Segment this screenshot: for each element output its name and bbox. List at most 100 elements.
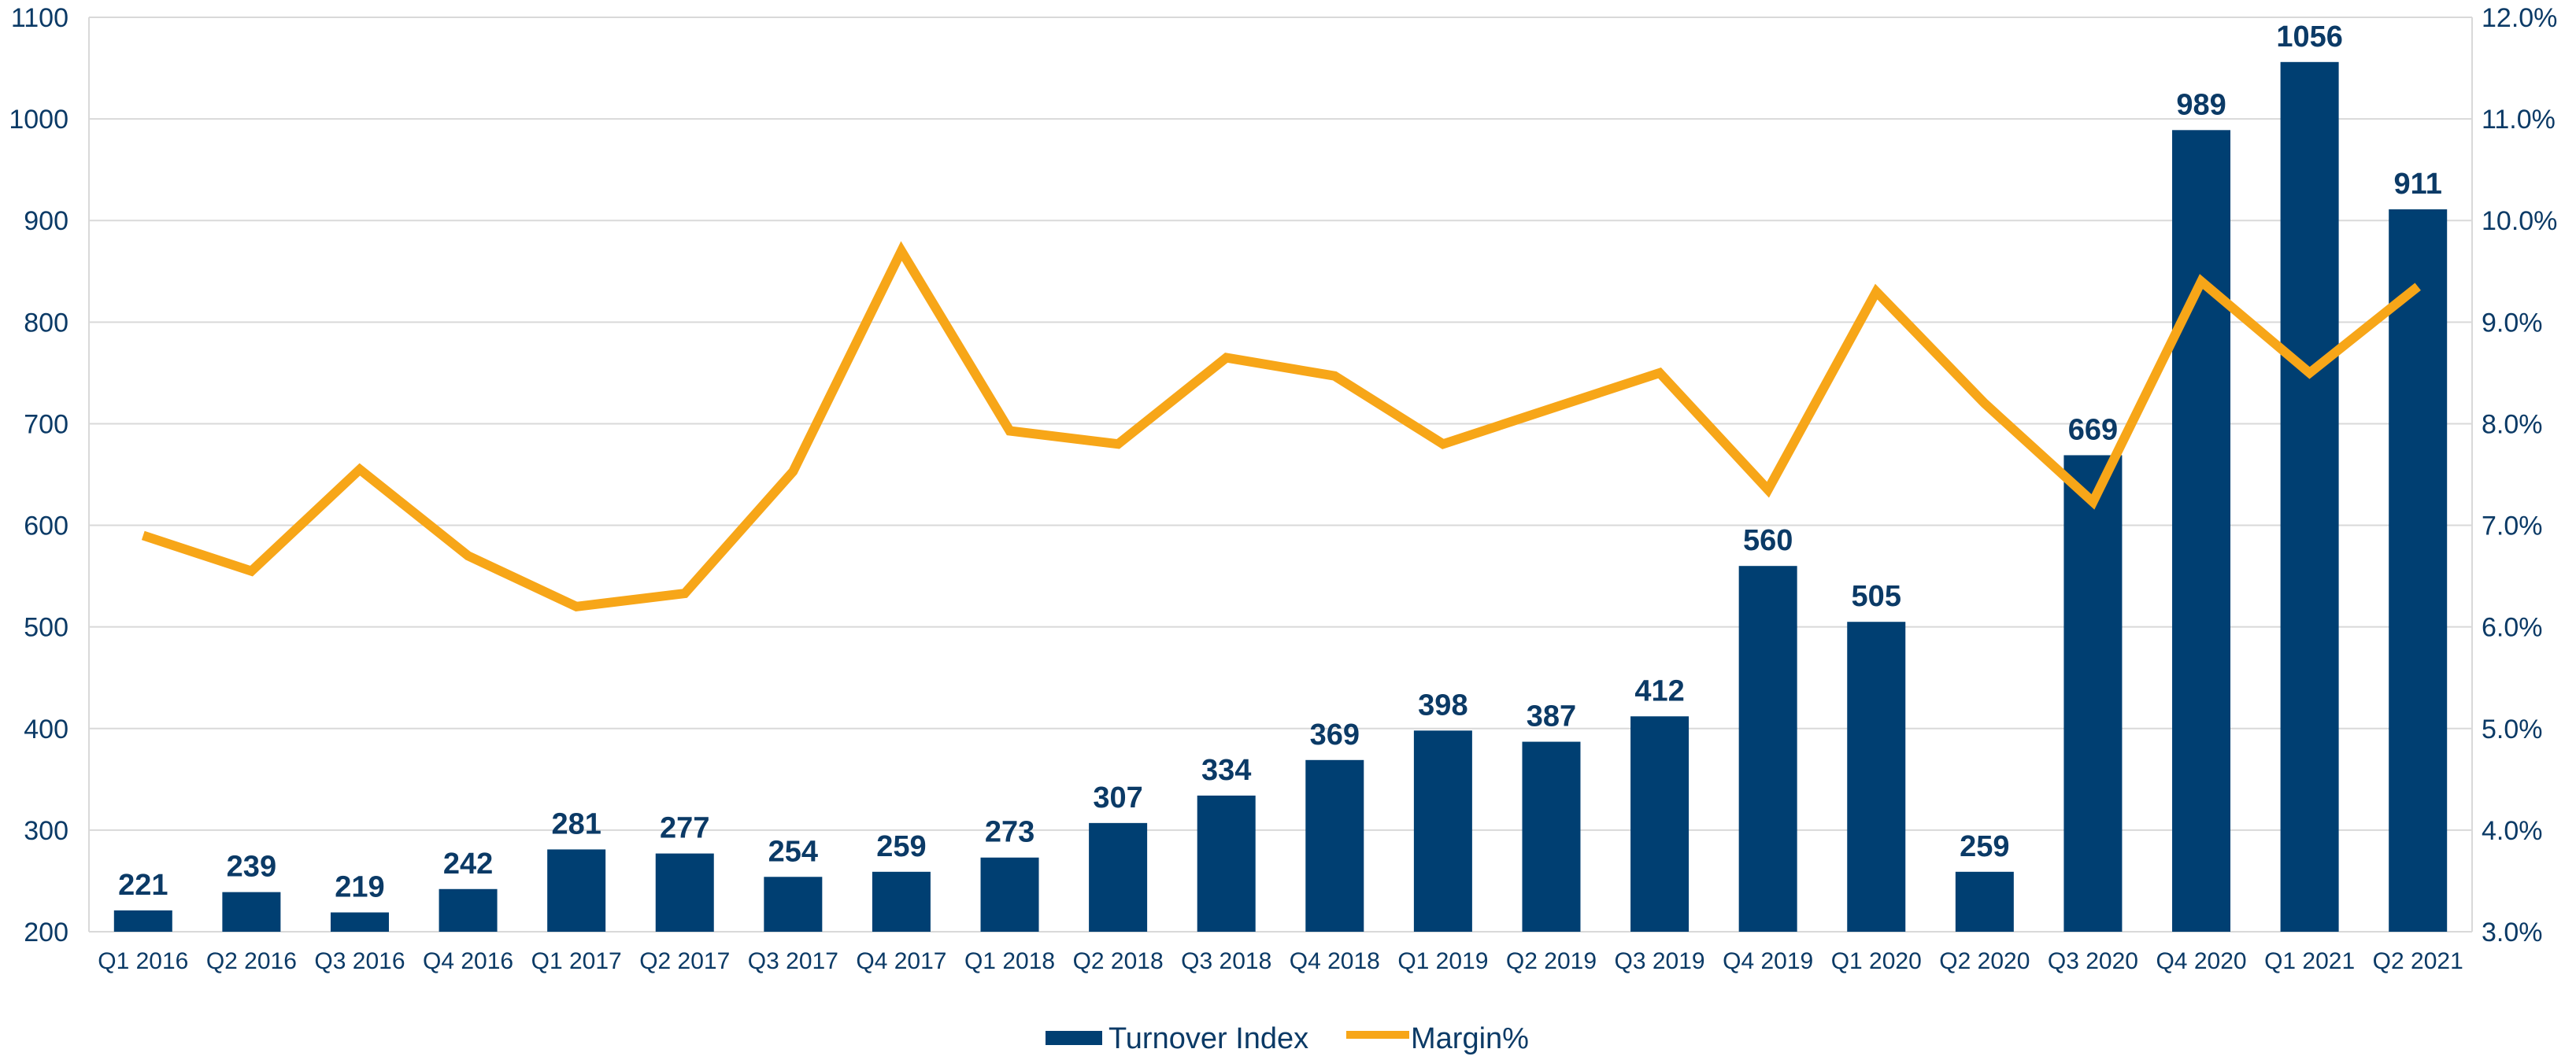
bar <box>1955 871 2014 932</box>
x-tick-label: Q2 2019 <box>1506 948 1597 974</box>
left-tick-label: 1100 <box>11 3 68 33</box>
bar-data-label: 505 <box>1852 580 1901 613</box>
bar-data-label: 398 <box>1418 689 1468 722</box>
bar-data-label: 334 <box>1201 754 1251 787</box>
x-tick-label: Q1 2017 <box>531 948 622 974</box>
left-tick-label: 500 <box>24 613 68 643</box>
x-tick-label: Q1 2019 <box>1397 948 1488 974</box>
bar-data-label: 989 <box>2176 88 2226 121</box>
left-axis: 200 300 400 500 600 700 800 900 1000 1100 <box>9 3 68 947</box>
bar-data-label: 369 <box>1310 718 1360 752</box>
left-tick-label: 1000 <box>9 105 68 135</box>
bar-data-label: 387 <box>1527 700 1576 733</box>
bar <box>439 888 498 932</box>
x-tick-label: Q3 2017 <box>748 948 838 974</box>
bar-data-label: 669 <box>2068 413 2118 446</box>
x-axis: Q1 2016 Q2 2016 Q3 2016 Q4 2016 Q1 2017 Q2 20… <box>98 948 2463 974</box>
left-tick-label: 900 <box>24 206 68 236</box>
bar <box>764 877 823 932</box>
bar-data-label: 273 <box>985 816 1034 849</box>
bar-data-label: 259 <box>876 830 926 863</box>
right-tick-label: 7.0% <box>2482 512 2543 541</box>
bar <box>547 849 606 932</box>
x-tick-label: Q4 2019 <box>1723 948 1813 974</box>
x-tick-label: Q2 2020 <box>1939 948 2030 974</box>
bar-data-label: 277 <box>660 812 709 845</box>
bar-data-label: 254 <box>768 835 818 868</box>
bar-data-label: 239 <box>227 851 276 884</box>
x-tick-label: Q4 2018 <box>1290 948 1380 974</box>
bar-data-label: 242 <box>443 848 493 881</box>
x-tick-label: Q4 2020 <box>2156 948 2246 974</box>
bar-data-label: 412 <box>1634 674 1684 707</box>
bar <box>1738 566 1797 932</box>
right-tick-label: 11.0% <box>2482 105 2556 135</box>
bar <box>1413 730 1472 932</box>
bar <box>2063 455 2123 932</box>
right-tick-label: 8.0% <box>2482 409 2543 439</box>
left-tick-label: 600 <box>24 512 68 541</box>
x-tick-label: Q3 2018 <box>1181 948 1271 974</box>
left-tick-label: 700 <box>24 409 68 439</box>
bar <box>655 853 714 932</box>
bar <box>1305 759 1364 932</box>
x-tick-label: Q1 2018 <box>964 948 1055 974</box>
x-tick-label: Q1 2020 <box>1831 948 1922 974</box>
x-tick-label: Q3 2020 <box>2048 948 2138 974</box>
bar <box>1197 795 1256 932</box>
legend: Turnover Index Margin% <box>1046 1022 1529 1055</box>
left-tick-label: 300 <box>24 816 68 846</box>
right-tick-label: 4.0% <box>2482 816 2543 846</box>
x-tick-label: Q2 2021 <box>2373 948 2463 974</box>
right-tick-label: 6.0% <box>2482 613 2543 643</box>
left-tick-label: 800 <box>24 308 68 338</box>
bar-data-label: 911 <box>2394 168 2442 201</box>
x-tick-label: Q3 2019 <box>1615 948 1705 974</box>
bar <box>980 857 1039 932</box>
left-tick-label: 200 <box>24 918 68 947</box>
bar <box>2172 130 2231 932</box>
x-tick-label: Q4 2017 <box>856 948 946 974</box>
bar <box>872 871 931 932</box>
bar-data-label: 259 <box>1960 830 2009 863</box>
x-tick-label: Q4 2016 <box>423 948 513 974</box>
x-tick-label: Q2 2018 <box>1073 948 1164 974</box>
bar <box>2389 209 2448 932</box>
bar-data-labels: 221 239 219 242 281 277 254 259 273 307 334 369 398 3… <box>118 20 2442 904</box>
margin-line <box>141 241 2421 612</box>
bar-data-label: 560 <box>1743 524 1793 557</box>
legend-swatch-turnover-index <box>1046 1031 1102 1045</box>
legend-label-margin: Margin% <box>1411 1022 1529 1055</box>
bar <box>222 892 281 932</box>
x-tick-label: Q3 2016 <box>314 948 405 974</box>
bar-series <box>113 61 2448 933</box>
right-tick-label: 12.0% <box>2482 3 2557 33</box>
left-tick-label: 400 <box>24 715 68 744</box>
x-tick-label: Q2 2016 <box>206 948 297 974</box>
bar <box>1089 822 1148 932</box>
bar-data-label: 281 <box>551 807 601 840</box>
right-tick-label: 9.0% <box>2482 308 2543 338</box>
gridlines <box>88 17 2473 933</box>
bar-data-label: 219 <box>335 870 384 903</box>
right-tick-label: 10.0% <box>2482 206 2557 236</box>
bar-data-label: 1056 <box>2276 20 2343 54</box>
right-tick-label: 3.0% <box>2482 918 2543 947</box>
bar <box>1847 622 1906 932</box>
bar <box>1522 741 1581 932</box>
bar <box>330 912 389 932</box>
right-tick-label: 5.0% <box>2482 715 2543 744</box>
bar <box>1630 716 1690 932</box>
bar-data-label: 221 <box>118 869 168 902</box>
legend-swatch-margin <box>1346 1031 1409 1039</box>
x-tick-label: Q1 2021 <box>2264 948 2355 974</box>
x-tick-label: Q1 2016 <box>98 948 188 974</box>
bar <box>113 910 172 932</box>
bar <box>2280 61 2339 933</box>
line-series <box>141 241 2421 612</box>
right-axis: 3.0% 4.0% 5.0% 6.0% 7.0% 8.0% 9.0% 10.0% 11.0% 12… <box>2482 3 2557 947</box>
bar-data-label: 307 <box>1093 781 1142 814</box>
x-tick-label: Q2 2017 <box>639 948 730 974</box>
legend-label-turnover-index: Turnover Index <box>1108 1022 1308 1055</box>
